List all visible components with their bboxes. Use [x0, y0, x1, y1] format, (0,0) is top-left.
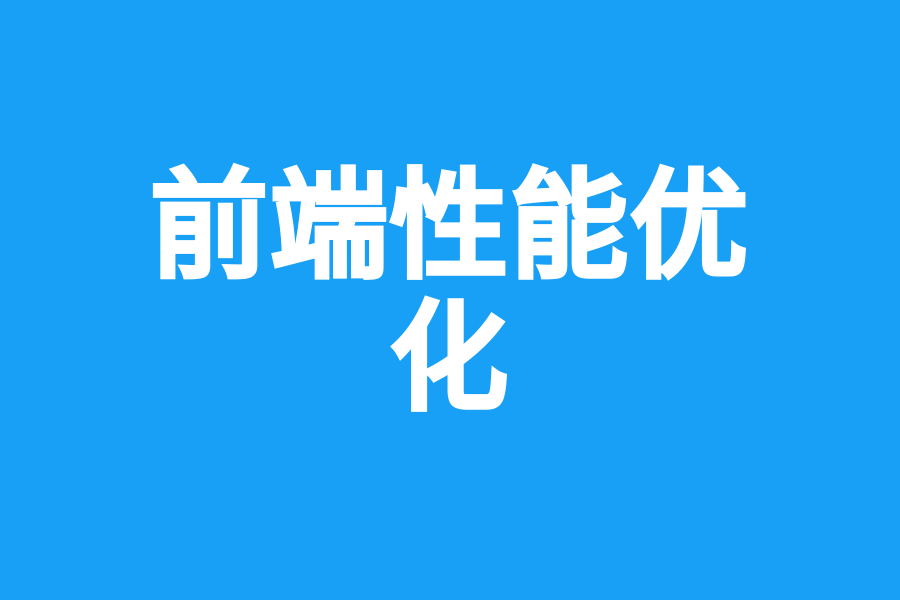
title-line-1: 前端性能优 — [148, 157, 750, 295]
title-block: 前端性能优 化 — [0, 157, 900, 427]
title-line-2: 化 — [388, 289, 510, 427]
